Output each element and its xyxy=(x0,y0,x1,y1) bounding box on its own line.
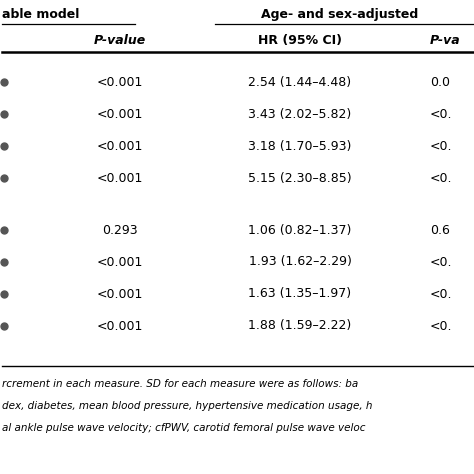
Text: <0.001: <0.001 xyxy=(97,108,143,120)
Text: <0.001: <0.001 xyxy=(97,319,143,332)
Text: <0.: <0. xyxy=(430,255,453,268)
Text: P-va: P-va xyxy=(430,34,461,46)
Text: <0.: <0. xyxy=(430,172,453,184)
Text: <0.: <0. xyxy=(430,288,453,301)
Text: 2.54 (1.44–4.48): 2.54 (1.44–4.48) xyxy=(248,75,352,89)
Text: <0.: <0. xyxy=(430,139,453,153)
Text: able model: able model xyxy=(2,8,79,20)
Text: 3.43 (2.02–5.82): 3.43 (2.02–5.82) xyxy=(248,108,352,120)
Text: al ankle pulse wave velocity; cfPWV, carotid femoral pulse wave veloc: al ankle pulse wave velocity; cfPWV, car… xyxy=(2,423,365,433)
Text: <0.001: <0.001 xyxy=(97,288,143,301)
Text: <0.: <0. xyxy=(430,108,453,120)
Text: <0.: <0. xyxy=(430,319,453,332)
Text: <0.001: <0.001 xyxy=(97,75,143,89)
Text: 5.15 (2.30–8.85): 5.15 (2.30–8.85) xyxy=(248,172,352,184)
Text: 1.88 (1.59–2.22): 1.88 (1.59–2.22) xyxy=(248,319,352,332)
Text: Age- and sex-adjusted: Age- and sex-adjusted xyxy=(261,8,419,20)
Text: 1.06 (0.82–1.37): 1.06 (0.82–1.37) xyxy=(248,224,352,237)
Text: 1.63 (1.35–1.97): 1.63 (1.35–1.97) xyxy=(248,288,352,301)
Text: 1.93 (1.62–2.29): 1.93 (1.62–2.29) xyxy=(248,255,351,268)
Text: HR (95% CI): HR (95% CI) xyxy=(258,34,342,46)
Text: dex, diabetes, mean blood pressure, hypertensive medication usage, h: dex, diabetes, mean blood pressure, hype… xyxy=(2,401,373,411)
Text: 3.18 (1.70–5.93): 3.18 (1.70–5.93) xyxy=(248,139,352,153)
Text: <0.001: <0.001 xyxy=(97,172,143,184)
Text: <0.001: <0.001 xyxy=(97,139,143,153)
Text: 0.0: 0.0 xyxy=(430,75,450,89)
Text: 0.6: 0.6 xyxy=(430,224,450,237)
Text: 0.293: 0.293 xyxy=(102,224,138,237)
Text: P-value: P-value xyxy=(94,34,146,46)
Text: <0.001: <0.001 xyxy=(97,255,143,268)
Text: rcrement in each measure. SD for each measure were as follows: ba: rcrement in each measure. SD for each me… xyxy=(2,379,358,389)
